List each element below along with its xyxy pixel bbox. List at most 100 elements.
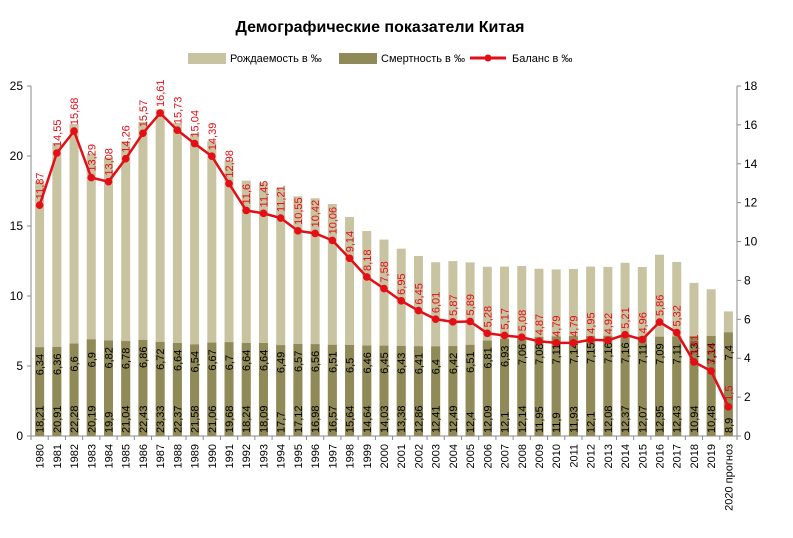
balance-point xyxy=(449,318,457,326)
death-rate-bar xyxy=(121,341,131,436)
death-rate-bar xyxy=(327,344,337,436)
y-left-tick-label: 20 xyxy=(10,149,24,163)
birth-rate-data-label: 22,28 xyxy=(69,405,81,433)
x-tick-labels: 1980 1981 1982 1983 1984 1985 1986 1987 1988 1989… xyxy=(35,444,736,511)
balance-data-label: 3,34 xyxy=(706,344,718,365)
balance-point xyxy=(569,339,578,347)
death-rate-data-label: 7,4 xyxy=(723,345,735,360)
death-rate-data-label: 6,72 xyxy=(155,348,167,369)
legend-swatch-birth-rate xyxy=(188,53,226,64)
balance-data-label: 5,17 xyxy=(500,308,512,329)
death-rate-data-label: 7,16 xyxy=(603,342,615,363)
y-right-tick-label: 18 xyxy=(744,79,758,93)
death-rate-bar xyxy=(224,342,234,436)
x-tick-label: 2000 xyxy=(379,444,391,468)
x-tick-label: 1984 xyxy=(103,444,115,468)
death-rate-data-label: 7,14 xyxy=(568,343,580,364)
birth-rate-data-label: 21,04 xyxy=(121,405,133,433)
x-tick-label: 2005 xyxy=(465,444,477,468)
death-rate-bar xyxy=(586,335,596,436)
x-tick-label: 1981 xyxy=(52,444,64,468)
balance-data-label: 5,87 xyxy=(448,294,460,315)
death-rate-bar xyxy=(637,336,647,436)
birth-rate-data-label: 22,43 xyxy=(138,405,150,433)
x-tick-label: 1983 xyxy=(86,444,98,468)
balance-point xyxy=(121,154,130,163)
birth-rate-data-label: 23,33 xyxy=(155,405,167,433)
death-rate-data-label: 6,64 xyxy=(258,350,270,371)
death-rate-bar xyxy=(465,344,475,436)
balance-data-label: 6,45 xyxy=(413,283,425,304)
birth-rate-bar xyxy=(69,124,79,436)
balance-data-label: 13,29 xyxy=(86,144,98,172)
birth-rate-data-label: 10,94 xyxy=(689,405,701,433)
balance-point xyxy=(87,173,96,182)
death-rate-bar xyxy=(362,345,372,436)
birth-rate-bar xyxy=(362,231,372,436)
birth-rate-data-label: 12,49 xyxy=(448,405,460,433)
birth-rate-bar xyxy=(52,143,62,436)
death-rate-bar xyxy=(431,346,441,436)
y-right-tick-label: 0 xyxy=(744,429,751,443)
birth-rate-data-label: 12,1 xyxy=(500,412,512,433)
balance-data-label: 5,89 xyxy=(465,294,477,315)
balance-point xyxy=(70,127,78,135)
birth-rate-data-label: 12,09 xyxy=(482,405,494,433)
death-rate-bar xyxy=(500,338,510,436)
balance-point xyxy=(294,227,302,235)
birth-rate-data-label: 15,64 xyxy=(345,405,357,433)
birth-rate-bar xyxy=(241,180,251,436)
birth-rate-data-label: 14,64 xyxy=(362,405,374,433)
x-tick-label: 1995 xyxy=(293,444,305,468)
y-right-tick-label: 12 xyxy=(744,196,758,210)
death-rate-data-label: 6,34 xyxy=(35,354,47,375)
y-left-tick-label: 5 xyxy=(16,359,23,373)
x-tick-label: 1993 xyxy=(258,444,270,468)
balance-point xyxy=(53,149,61,157)
birth-rate-data-label: 22,37 xyxy=(172,405,184,433)
balance-data-label: 6,95 xyxy=(396,273,408,294)
balance-data-label: 4,95 xyxy=(586,312,598,333)
x-tick-label: 2019 xyxy=(706,444,718,468)
balance-series xyxy=(35,109,733,411)
death-rate-bar xyxy=(568,336,578,436)
y-right-tick-label: 16 xyxy=(744,118,758,132)
birth-rate-data-label: 11,93 xyxy=(568,406,580,433)
balance-point xyxy=(311,229,319,238)
balance-data-label: 4,79 xyxy=(551,315,563,336)
death-rate-data-label: 7,08 xyxy=(534,343,546,364)
balance-point xyxy=(517,333,526,342)
death-rate-data-label: 7,11 xyxy=(672,344,684,365)
birth-rate-data-label: 17,7 xyxy=(276,412,288,433)
balance-point xyxy=(500,331,509,340)
birth-rate-data-label: 19,9 xyxy=(103,412,115,433)
balance-point xyxy=(380,284,388,293)
balance-point xyxy=(397,297,406,305)
balance-data-label: 13,08 xyxy=(103,148,115,176)
death-rate-bar xyxy=(310,344,320,436)
balance-data-label: 15,68 xyxy=(69,98,81,126)
birth-rate-data-label: 19,68 xyxy=(224,405,236,433)
x-tick-label: 1991 xyxy=(224,444,236,468)
death-rate-data-label: 6,6 xyxy=(69,356,81,371)
birth-rate-data-label: 18,09 xyxy=(258,405,270,433)
death-rate-data-label: 6,64 xyxy=(172,350,184,371)
balance-data-label: 4,92 xyxy=(603,313,615,334)
x-tick-label: 2004 xyxy=(448,444,460,468)
birth-rate-data-label: 12,37 xyxy=(620,405,632,433)
birth-rate-bar xyxy=(190,133,200,436)
birth-rate-bar xyxy=(327,204,337,436)
death-rate-bar xyxy=(345,345,355,436)
balance-data-label: 5,08 xyxy=(517,310,529,331)
death-rate-bar xyxy=(155,341,165,436)
balance-point xyxy=(173,126,182,134)
x-tick-label: 2009 xyxy=(534,444,546,468)
birth-rate-data-label: 12,1 xyxy=(586,412,598,433)
death-rate-data-label: 6,46 xyxy=(362,352,374,373)
balance-point xyxy=(328,236,337,245)
x-tick-label: 1992 xyxy=(241,444,253,468)
death-rate-bar xyxy=(413,346,423,436)
balance-point xyxy=(724,403,733,411)
birth-rate-data-label: 10,48 xyxy=(706,405,718,433)
death-rate-bar xyxy=(69,343,79,436)
